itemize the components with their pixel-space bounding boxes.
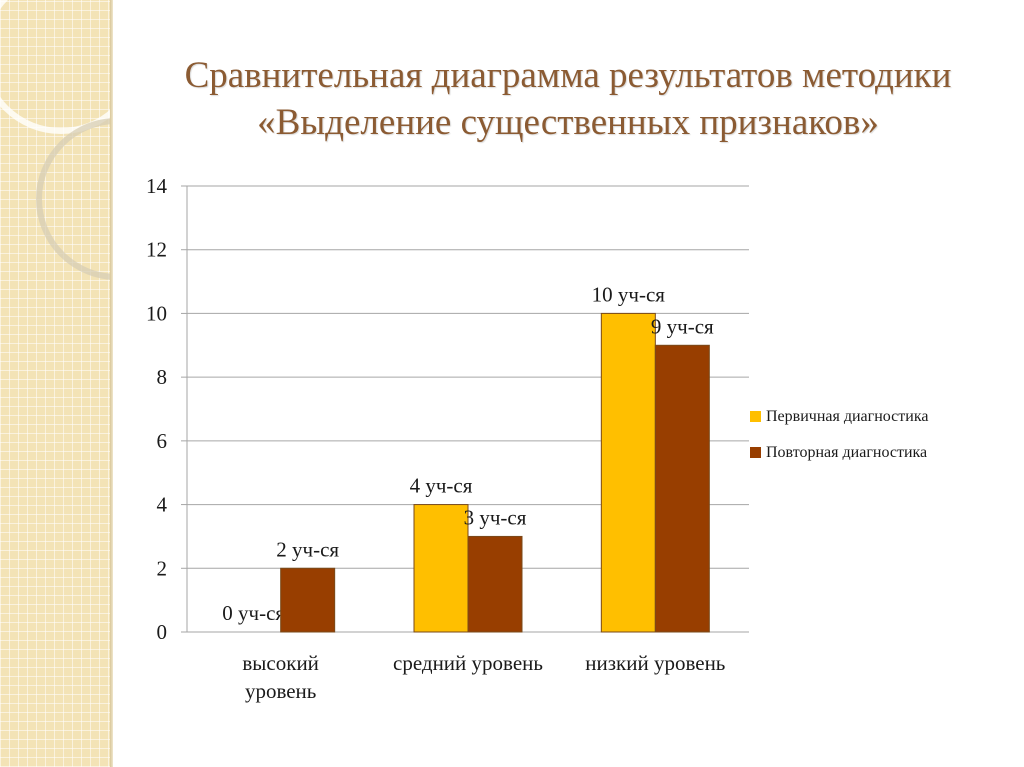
x-category-label: средний уровень (393, 651, 543, 675)
data-label: 9 уч-ся (651, 314, 714, 338)
x-category-label: высокий (242, 651, 319, 675)
decorative-side-strip (0, 0, 112, 767)
y-tick-label: 2 (157, 556, 168, 580)
y-tick-label: 6 (157, 429, 168, 453)
bar-secondary (654, 344, 710, 633)
data-label: 0 уч-ся (222, 601, 285, 625)
slide-title: Сравнительная диаграмма результатов мето… (112, 52, 1024, 146)
legend-swatch (750, 411, 761, 422)
y-tick-label: 4 (157, 493, 168, 517)
title-line-2: «Выделение существенных признаков» (257, 102, 879, 143)
data-label: 2 уч-ся (276, 537, 339, 561)
y-tick-label: 8 (157, 365, 168, 389)
y-tick-label: 0 (157, 620, 168, 644)
x-category-label: низкий уровень (585, 651, 725, 675)
title-line-1: Сравнительная диаграмма результатов мето… (184, 55, 952, 96)
x-category-label: уровень (245, 679, 316, 703)
legend-label: Повторная диагностика (766, 444, 927, 461)
bar-primary (600, 312, 656, 633)
data-label: 4 уч-ся (410, 474, 473, 498)
y-tick-label: 10 (146, 301, 167, 325)
data-label: 3 уч-ся (464, 505, 527, 529)
bar-primary (413, 504, 469, 633)
y-tick-label: 14 (146, 174, 168, 198)
decorative-ring (0, 0, 112, 134)
y-tick-label: 12 (146, 238, 167, 262)
bar-secondary (467, 535, 523, 633)
bar-secondary (280, 567, 336, 633)
legend-swatch (750, 447, 761, 458)
strip-divider (110, 0, 113, 767)
data-label: 10 уч-ся (592, 282, 666, 306)
legend-label: Первичная диагностика (766, 408, 928, 425)
